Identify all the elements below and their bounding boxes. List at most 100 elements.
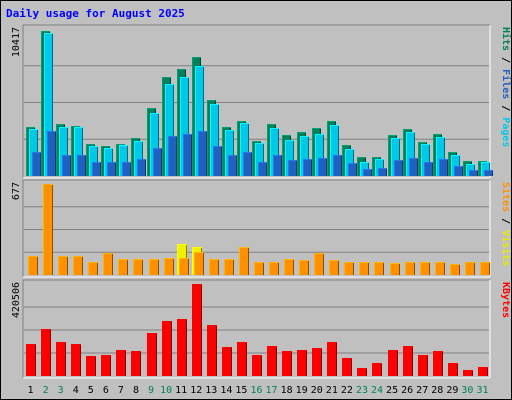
bar-kbytes-13 (207, 325, 217, 376)
bar-kbytes-28 (433, 351, 443, 376)
series-legend-visits-sites: Sites / Visits (500, 182, 512, 266)
bar-files-8 (134, 141, 143, 176)
bar-sites-13 (209, 259, 219, 275)
bar-pages-8 (137, 159, 146, 176)
x-tick-label-5: 5 (88, 385, 94, 396)
bar-sites-26 (405, 262, 415, 275)
bar-sites-10 (164, 258, 174, 275)
x-tick-label-12: 12 (190, 385, 202, 396)
panel-visits-sites: 677 Sites / Visits (11, 179, 512, 278)
x-tick-label-10: 10 (160, 385, 172, 396)
bar-files-25 (391, 138, 400, 176)
bar-kbytes-7 (116, 350, 126, 376)
bar-kbytes-15 (237, 342, 247, 376)
bar-kbytes-19 (297, 350, 307, 376)
bar-files-7 (119, 145, 128, 176)
bar-kbytes-12 (192, 284, 202, 376)
plot-area-visits-sites (22, 179, 491, 278)
bar-kbytes-14 (222, 347, 232, 376)
bar-sites-18 (284, 259, 294, 275)
bar-pages-21 (333, 155, 342, 176)
bar-pages-17 (273, 155, 282, 176)
x-tick-label-16: 16 (250, 385, 262, 396)
bar-sites-3 (58, 256, 68, 275)
x-tick-label-23: 23 (356, 385, 368, 396)
bar-sites-27 (420, 262, 430, 275)
bar-kbytes-2 (41, 329, 51, 376)
panel-hits-files-pages: 10417 Hits / Files / Pages (11, 24, 512, 179)
bar-sites-6 (103, 253, 113, 275)
bar-files-26 (406, 132, 415, 176)
bar-files-13 (210, 104, 219, 176)
bar-sites-7 (118, 259, 128, 275)
bar-sites-16 (254, 262, 264, 275)
x-tick-label-20: 20 (311, 385, 323, 396)
bar-files-21 (330, 125, 339, 176)
x-tick-label-6: 6 (103, 385, 109, 396)
bar-sites-25 (390, 263, 400, 275)
bar-sites-15 (239, 247, 249, 275)
bar-pages-30 (469, 170, 478, 176)
bar-kbytes-31 (478, 367, 488, 376)
bar-pages-9 (153, 148, 162, 176)
bar-sites-2 (43, 184, 53, 275)
x-tick-label-13: 13 (205, 385, 217, 396)
bar-pages-12 (198, 131, 207, 176)
x-tick-label-4: 4 (73, 385, 79, 396)
x-tick-label-26: 26 (401, 385, 413, 396)
bar-kbytes-10 (162, 321, 172, 376)
bar-files-27 (421, 144, 430, 176)
bar-kbytes-22 (342, 358, 352, 376)
bar-pages-4 (77, 155, 86, 176)
bar-files-19 (300, 136, 309, 176)
bar-sites-22 (344, 262, 354, 275)
bar-files-16 (255, 143, 264, 176)
x-tick-label-1: 1 (28, 385, 34, 396)
bar-files-14 (225, 130, 234, 176)
bar-pages-31 (484, 170, 493, 176)
bar-files-22 (345, 149, 354, 176)
bar-kbytes-20 (312, 348, 322, 376)
bar-files-9 (150, 113, 159, 176)
legend-hits: Hits (500, 27, 512, 51)
x-tick-label-24: 24 (371, 385, 383, 396)
bar-sites-17 (269, 262, 279, 275)
bar-pages-2 (47, 131, 56, 176)
x-tick-label-3: 3 (58, 385, 64, 396)
bar-kbytes-21 (327, 342, 337, 376)
bar-kbytes-25 (388, 350, 398, 376)
legend-pages: Pages (500, 117, 511, 147)
bar-kbytes-18 (282, 351, 292, 376)
x-tick-label-29: 29 (446, 385, 458, 396)
bar-pages-19 (303, 159, 312, 176)
bar-pages-29 (454, 166, 463, 176)
y-max-label-hits-files-pages: 10417 (11, 27, 22, 57)
bar-files-15 (240, 123, 249, 176)
bar-sites-9 (149, 259, 159, 275)
bar-kbytes-16 (252, 355, 262, 376)
x-tick-label-21: 21 (326, 385, 338, 396)
x-tick-label-7: 7 (118, 385, 124, 396)
bar-sites-28 (435, 262, 445, 275)
bar-files-12 (195, 66, 204, 176)
bar-kbytes-5 (86, 356, 96, 376)
bar-sites-8 (133, 259, 143, 275)
bar-files-29 (451, 155, 460, 176)
bar-pages-18 (288, 160, 297, 176)
panel-kbytes: 420506 KBytes (11, 279, 511, 379)
bar-files-4 (74, 127, 83, 176)
bar-kbytes-27 (418, 355, 428, 376)
bar-sites-19 (299, 260, 309, 275)
bar-sites-4 (73, 256, 83, 275)
legend-sites: Sites (500, 182, 512, 212)
bar-kbytes-8 (131, 351, 141, 376)
legend-separator: / (500, 99, 511, 117)
bar-sites-20 (314, 253, 324, 275)
bar-pages-7 (122, 162, 131, 176)
bar-files-17 (270, 128, 279, 176)
bar-files-5 (89, 146, 98, 176)
bar-pages-28 (439, 159, 448, 176)
bar-kbytes-30 (463, 370, 473, 376)
bar-sites-21 (329, 260, 339, 275)
